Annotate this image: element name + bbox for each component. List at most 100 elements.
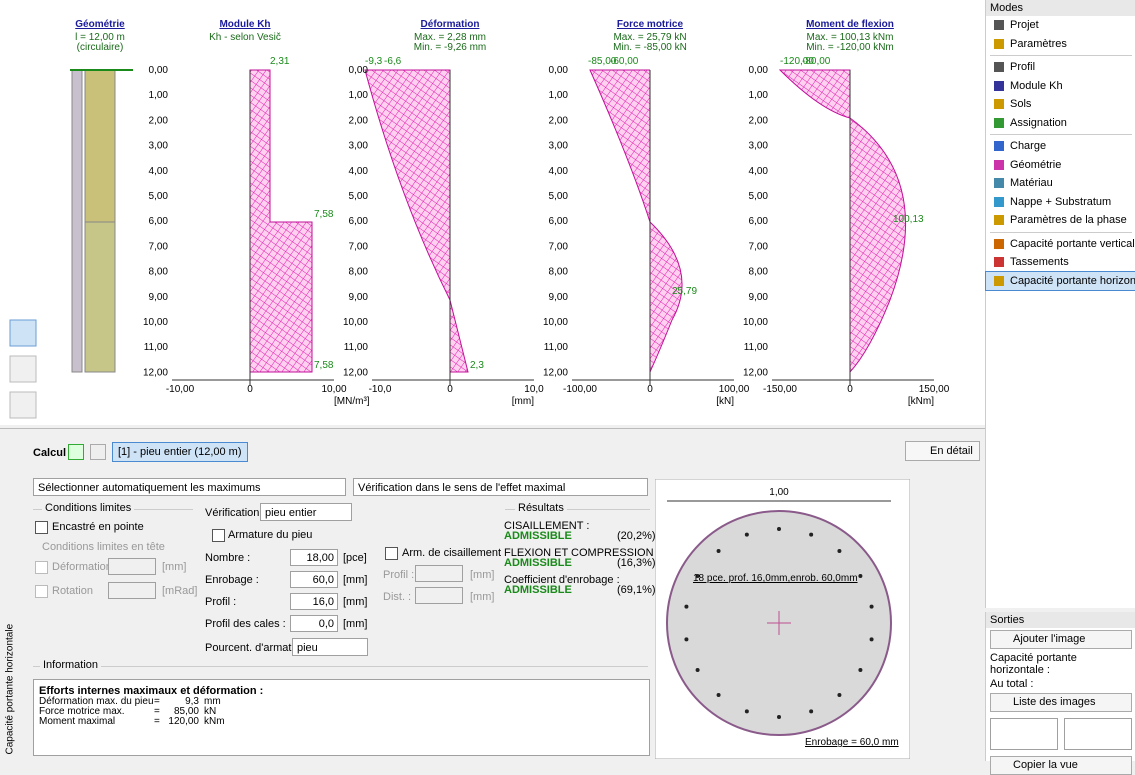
- plot-subtitle: Max. = 25,79 kN: [613, 32, 686, 43]
- input[interactable]: [108, 582, 156, 599]
- depth-tick-label: 2,00: [749, 115, 769, 126]
- field-input[interactable]: 16,0: [290, 593, 338, 610]
- plot-title: Géométrie: [75, 19, 125, 30]
- charts-view: Géométrie l = 12,00 m(circulaire) Module K…: [0, 0, 985, 425]
- force-area: [589, 69, 683, 373]
- field-label: Vérification :: [205, 507, 266, 519]
- depth-tick-label: 8,00: [149, 267, 169, 278]
- add-button[interactable]: [68, 444, 84, 460]
- rebar: [777, 715, 781, 719]
- depth-tick-label: 6,00: [549, 216, 569, 227]
- annotation: 2,3: [470, 360, 484, 371]
- depth-tick-label: 2,00: [349, 115, 369, 126]
- checkbox[interactable]: [35, 561, 48, 574]
- abc-button[interactable]: [9, 355, 37, 383]
- depth-tick-label: 12,00: [343, 367, 368, 378]
- info-box: Efforts internes maximaux et déformation…: [33, 679, 650, 756]
- field-input[interactable]: 60,0: [290, 571, 338, 588]
- depth-tick-label: 1,00: [749, 90, 769, 101]
- depth-tick-label: 5,00: [549, 191, 569, 202]
- plot-subtitle: Min. = -85,00 kN: [613, 42, 687, 53]
- plot-title: Moment de flexion: [806, 19, 894, 30]
- select-maximums[interactable]: Sélectionner automatiquement les maximum…: [33, 478, 346, 496]
- mode-item[interactable]: Capacité portante verticale: [986, 235, 1135, 254]
- add-image-button[interactable]: Ajouter l'image: [990, 630, 1132, 649]
- depth-tick-label: 0,00: [349, 65, 369, 76]
- checkbox[interactable]: [385, 547, 398, 560]
- depth-tick-label: 11,00: [744, 342, 769, 353]
- plot-title: Force motrice: [617, 19, 684, 30]
- mode-item[interactable]: Nappe + Substratum: [986, 193, 1135, 212]
- verification-select[interactable]: pieu entier: [260, 503, 352, 521]
- toolbar: [9, 319, 37, 419]
- result-status: ADMISSIBLE: [504, 557, 572, 569]
- soil-2: [84, 221, 116, 373]
- calc-item[interactable]: [1] - pieu entier (12,00 m): [112, 442, 248, 462]
- mode-icon: [994, 141, 1004, 151]
- modes-title: Modes: [986, 0, 1135, 16]
- depth-tick-label: 7,00: [549, 241, 569, 252]
- unit: [mm]: [470, 569, 495, 581]
- x-tick-label: -150,00: [763, 384, 797, 395]
- mode-item[interactable]: Profil: [986, 58, 1135, 77]
- x-tick-label: 0: [447, 384, 453, 395]
- checkbox[interactable]: [35, 585, 48, 598]
- checkbox[interactable]: [35, 521, 48, 534]
- list-images-button[interactable]: Liste des images: [990, 693, 1132, 712]
- mode-item[interactable]: Projet: [986, 16, 1135, 35]
- depth-tick-label: 9,00: [749, 292, 769, 303]
- result-label: CISAILLEMENT :: [504, 520, 590, 532]
- plot-subtitle: (circulaire): [77, 42, 124, 53]
- checkbox[interactable]: [212, 529, 225, 542]
- mode-item[interactable]: Paramètres de la phase: [986, 211, 1135, 230]
- mode-item[interactable]: Paramètres: [986, 35, 1135, 54]
- input[interactable]: [415, 587, 463, 604]
- mode-item[interactable]: Sols: [986, 95, 1135, 114]
- depth-tick-label: 1,00: [149, 90, 169, 101]
- mode-icon: [994, 38, 1004, 49]
- field-input[interactable]: 0,0: [290, 615, 338, 632]
- copy-view-button[interactable]: Copier la vue: [990, 756, 1132, 775]
- x-tick-label: 0: [647, 384, 653, 395]
- mode-item[interactable]: Module Kh: [986, 77, 1135, 96]
- bottom-panel: Capacité portante horizontale Calcul : […: [0, 428, 985, 762]
- mode-item[interactable]: Charge: [986, 137, 1135, 156]
- depth-tick-label: 3,00: [749, 141, 769, 152]
- settings-button[interactable]: [9, 391, 37, 419]
- mode-icon: [994, 238, 1004, 249]
- depth-tick-label: 11,00: [544, 342, 569, 353]
- mode-icon: [994, 117, 1004, 128]
- mode-item[interactable]: Géométrie: [986, 156, 1135, 175]
- remove-button[interactable]: [90, 444, 106, 460]
- depth-tick-label: 4,00: [349, 166, 369, 177]
- mode-icon: [994, 99, 1004, 109]
- table-button[interactable]: [9, 319, 37, 347]
- rebar: [869, 604, 874, 609]
- mode-icon: [994, 215, 1004, 225]
- depth-tick-label: 3,00: [549, 141, 569, 152]
- depth-tick-label: 6,00: [749, 216, 769, 227]
- input[interactable]: [108, 558, 156, 575]
- select-verification[interactable]: Vérification dans le sens de l'effet max…: [353, 478, 648, 496]
- input[interactable]: [415, 565, 463, 582]
- mode-icon: [994, 159, 1004, 170]
- mode-item[interactable]: Matériau: [986, 174, 1135, 193]
- detail-button[interactable]: En détail: [905, 441, 980, 461]
- annotation: -80,00: [802, 56, 831, 67]
- result-label: Coefficient d'enrobage :: [504, 574, 620, 586]
- field-label: Nombre :: [205, 552, 251, 564]
- annotation: 25,79: [672, 286, 697, 297]
- field-input[interactable]: 18,00: [290, 549, 338, 566]
- mode-item[interactable]: Tassements: [986, 253, 1135, 272]
- depth-tick-label: 1,00: [349, 90, 369, 101]
- mode-icon: [994, 196, 1004, 207]
- x-unit: [kN]: [716, 396, 734, 407]
- field-label: Profil des cales :: [205, 618, 286, 630]
- pourcent-select[interactable]: pieu: [292, 638, 368, 656]
- depth-tick-label: 2,00: [149, 115, 169, 126]
- depth-tick-label: 1,00: [549, 90, 569, 101]
- mode-item[interactable]: Assignation: [986, 114, 1135, 133]
- mode-item[interactable]: Capacité portante horizontale: [985, 270, 1135, 291]
- print-button[interactable]: [990, 718, 1058, 750]
- print-preview-button[interactable]: [1064, 718, 1132, 750]
